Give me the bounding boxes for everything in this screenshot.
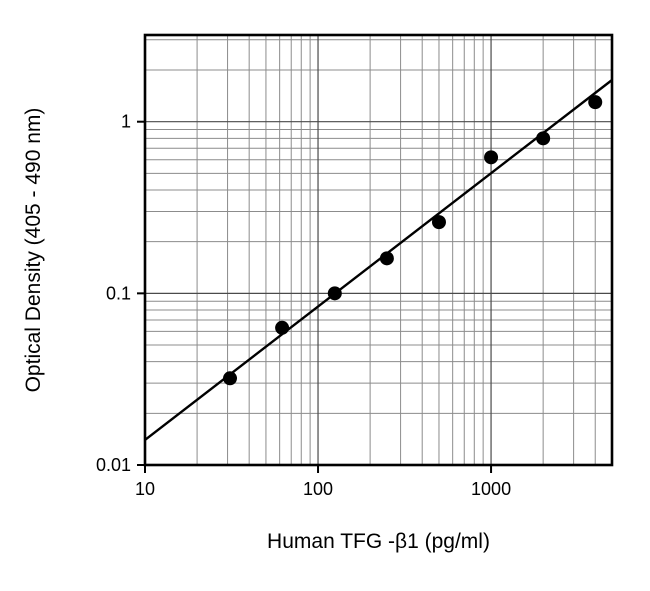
fit-line	[144, 79, 613, 441]
data-point	[275, 320, 290, 335]
x-axis-title: Human TFG -β1 (pg/ml)	[267, 530, 490, 553]
plot-frame	[143, 33, 614, 467]
y-axis-title: Optical Density (405 - 490 nm)	[22, 107, 45, 393]
data-point	[223, 371, 238, 386]
y-tick-label: 0.1	[106, 283, 131, 303]
y-tick-label: 1	[121, 112, 131, 132]
x-tick-label: 1000	[471, 479, 511, 499]
x-tick-label: 100	[303, 479, 333, 499]
y-tick-label: 0.01	[96, 455, 131, 475]
data-point	[484, 150, 499, 165]
data-point	[588, 95, 603, 110]
data-point	[379, 251, 394, 266]
data-point	[536, 131, 551, 146]
data-point	[327, 286, 342, 301]
data-point	[431, 215, 446, 230]
x-tick-label: 10	[135, 479, 155, 499]
